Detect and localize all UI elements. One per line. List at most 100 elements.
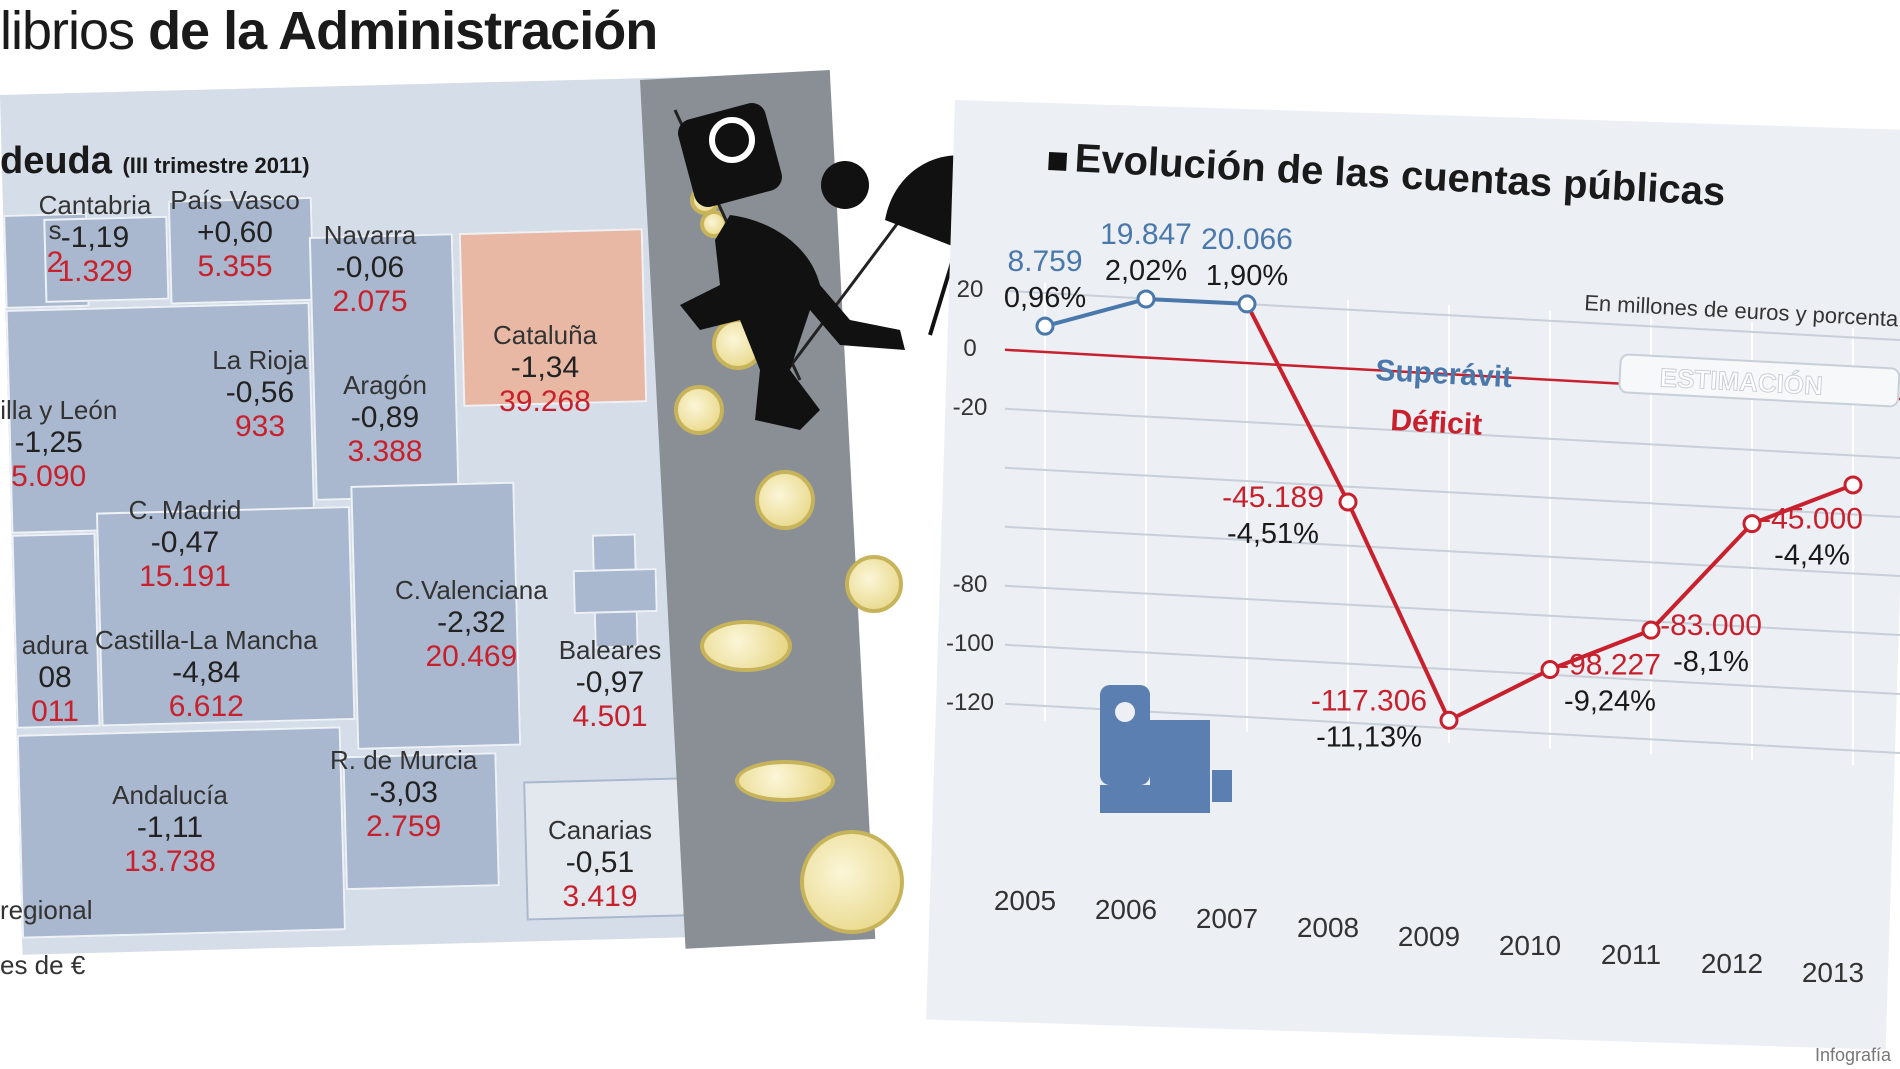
y-tick-label: 0 (963, 335, 976, 362)
region-value: 6.612 (168, 690, 244, 723)
region-pct: -1,34 (510, 351, 580, 384)
region-value: 3.388 (347, 435, 423, 468)
series-segment (1649, 522, 1754, 632)
headline-bold: de la Administración (148, 1, 658, 61)
region-pct: -2,32 (437, 606, 506, 639)
x-tick-label: 2012 (1701, 948, 1763, 979)
map-footer-2: es de € (0, 950, 86, 980)
region-name: stilla y León (0, 395, 118, 425)
data-label-pct: 2,02% (1105, 255, 1187, 287)
superavit-label: Superávit (1375, 354, 1513, 394)
y-axis: 20 0 -20 -80 -100 -120 (946, 276, 994, 716)
map-region: adura 08 011 (0, 630, 120, 729)
grid-line-horizontal (1004, 407, 1900, 460)
series-lines (1044, 297, 1854, 723)
map-region: La Rioja -0,56 933 (195, 345, 325, 444)
data-label-pct: -9,24% (1564, 686, 1656, 718)
data-label-pct: 0,96% (1004, 282, 1086, 314)
region-pct: -1,11 (136, 811, 204, 844)
region-pct: -0,89 (350, 401, 420, 434)
grid-line-horizontal (1004, 584, 1900, 637)
series-segment (1346, 501, 1451, 722)
region-value: 2.075 (332, 285, 408, 318)
map-region: C.Valenciana -2,32 20.469 (395, 575, 548, 674)
series-points (1035, 289, 1863, 730)
grid-line-horizontal (1004, 525, 1900, 578)
data-point (1136, 289, 1156, 309)
region-name: País Vasco (170, 185, 300, 215)
y-tick-label: -100 (946, 630, 994, 657)
data-label-value: -45.000 (1761, 503, 1863, 536)
coin-icon (845, 555, 903, 613)
x-tick-label: 2007 (1196, 903, 1258, 934)
region-value: 3.419 (562, 880, 638, 913)
data-point (1035, 316, 1055, 336)
region-pct: -0,56 (225, 376, 295, 409)
data-label-value: -117.306 (1311, 684, 1427, 717)
region-pct: -3,03 (369, 776, 438, 809)
region-pct: -0,06 (335, 251, 405, 284)
region-name: Castilla-La Mancha (95, 625, 318, 655)
y-tick-label: -80 (953, 571, 988, 598)
region-value: 1.329 (57, 255, 133, 288)
map-region: Canarias -0,51 3.419 (535, 815, 665, 914)
map-region: Cataluña -1,34 39.268 (480, 320, 610, 419)
data-label-value: -98.227 (1559, 649, 1661, 682)
region-pct: 08 (38, 661, 72, 694)
estimation-box: ESTIMACIÓN (1618, 353, 1900, 408)
region-name: Canarias (547, 815, 653, 845)
cash-register-icon (1100, 685, 1232, 813)
region-pct: -4,84 (172, 656, 241, 689)
region-value: 933 (234, 410, 286, 443)
data-labels: 8.759 0,96% 19.847 2,02% 20.066 1,90% -45.189 -… (1004, 218, 1863, 753)
region-name: C.Valenciana (395, 575, 548, 605)
x-tick-label: 2013 (1802, 957, 1864, 988)
data-label-pct: -11,13% (1316, 721, 1422, 753)
headline: librios de la Administración (0, 0, 658, 62)
region-value: 2.759 (366, 810, 442, 843)
x-tick-label: 2006 (1095, 894, 1157, 925)
map-region: Aragón -0,89 3.388 (320, 370, 450, 469)
data-point (1338, 492, 1358, 512)
coin-icon (735, 760, 835, 802)
credit: Infografía (1815, 1045, 1892, 1065)
map-region: stilla y León-1,255.090 (0, 395, 117, 494)
series-segment (1044, 297, 1147, 329)
data-point (1439, 710, 1459, 730)
series-segment (1448, 667, 1551, 723)
x-tick-label: 2010 (1499, 930, 1561, 961)
x-tick-label: 2011 (1601, 939, 1661, 970)
series-segment (1245, 303, 1350, 503)
data-label-value: -45.189 (1222, 481, 1324, 514)
region-name: Cantabria (38, 190, 152, 220)
region-value: 5.355 (197, 250, 273, 283)
map-title: deuda (III trimestre 2011) (0, 140, 310, 183)
region-pct: -0,47 (150, 526, 220, 559)
x-axis: 2005 2006 2007 2008 2009 2010 2011 2012 2013 (994, 885, 1864, 988)
map-region: Andalucía -1,11 13.738 (105, 780, 235, 879)
region-name: Aragón (343, 370, 427, 400)
map-region: C. Madrid -0,47 15.191 (120, 495, 250, 594)
region-value: 5.090 (11, 460, 87, 493)
data-label-value: 20.066 (1201, 223, 1293, 256)
region-pct: -1,19 (60, 221, 130, 254)
map-region: Baleares -0,97 4.501 (545, 635, 675, 734)
map-period: (III trimestre 2011) (122, 153, 310, 178)
y-tick-label: -120 (946, 689, 994, 716)
data-point (1641, 620, 1661, 640)
data-point (1742, 514, 1762, 534)
deficit-label: Déficit (1390, 404, 1483, 442)
coin-icon (674, 385, 724, 435)
region-value: 2 (46, 246, 64, 279)
grid-line-horizontal (1004, 643, 1900, 696)
data-point (1843, 475, 1863, 495)
series-segment (1751, 483, 1854, 526)
coin-icon (755, 470, 815, 530)
x-tick-label: 2009 (1398, 921, 1460, 952)
region-value: 15.191 (139, 560, 231, 593)
data-point (1237, 294, 1257, 314)
data-point (1540, 660, 1560, 680)
map-region: Navarra -0,06 2.075 (305, 220, 435, 319)
